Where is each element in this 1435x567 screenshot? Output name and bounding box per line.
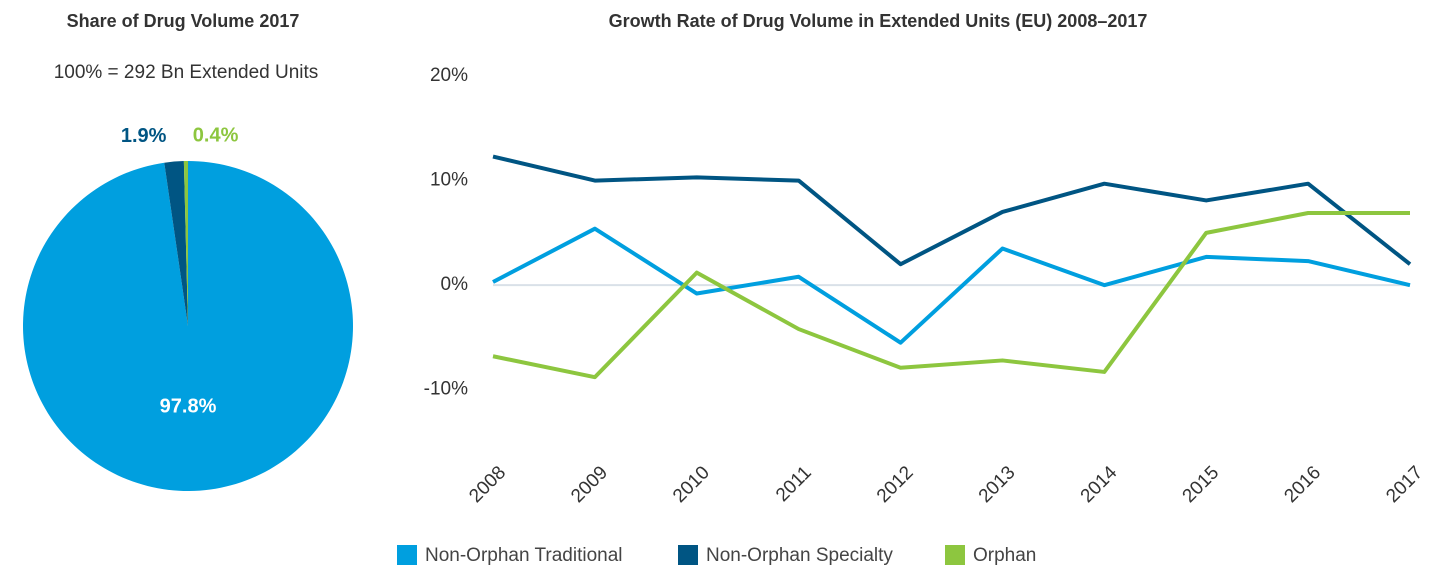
x-tick-label: 2014 bbox=[1077, 462, 1122, 507]
pie-label: 1.9% bbox=[121, 125, 167, 147]
line-series bbox=[492, 226, 1411, 345]
x-tick-label: 2015 bbox=[1179, 462, 1224, 507]
legend-swatch bbox=[945, 545, 965, 565]
y-tick-label: 20% bbox=[430, 65, 468, 86]
pie-label: 0.4% bbox=[193, 124, 239, 146]
y-tick-label: 10% bbox=[430, 170, 468, 191]
x-tick-label: 2013 bbox=[975, 462, 1020, 507]
line-series bbox=[492, 154, 1412, 267]
legend-swatch bbox=[678, 545, 698, 565]
pie-slice bbox=[164, 161, 188, 326]
legend-label: Orphan bbox=[973, 545, 1036, 566]
x-tick-label: 2009 bbox=[567, 462, 612, 507]
line-series bbox=[492, 210, 1410, 380]
x-tick-label: 2012 bbox=[873, 462, 918, 507]
x-tick-label: 2011 bbox=[772, 462, 816, 506]
x-tick-label: 2016 bbox=[1280, 462, 1325, 507]
pie-label: 97.8% bbox=[160, 395, 217, 417]
legend-swatch bbox=[397, 545, 417, 565]
legend-label: Non-Orphan Specialty bbox=[706, 545, 893, 566]
y-tick-label: -10% bbox=[424, 379, 468, 400]
x-tick-label: 2010 bbox=[669, 462, 714, 507]
pie-title: Share of Drug Volume 2017 bbox=[67, 11, 300, 31]
pie-slice bbox=[183, 161, 188, 326]
x-tick-label: 2017 bbox=[1382, 462, 1427, 507]
line-title: Growth Rate of Drug Volume in Extended U… bbox=[609, 11, 1148, 31]
y-tick-label: 0% bbox=[441, 274, 469, 295]
x-tick-label: 2008 bbox=[465, 462, 510, 507]
legend-label: Non-Orphan Traditional bbox=[425, 545, 623, 566]
pie-subtitle: 100% = 292 Bn Extended Units bbox=[54, 62, 319, 83]
